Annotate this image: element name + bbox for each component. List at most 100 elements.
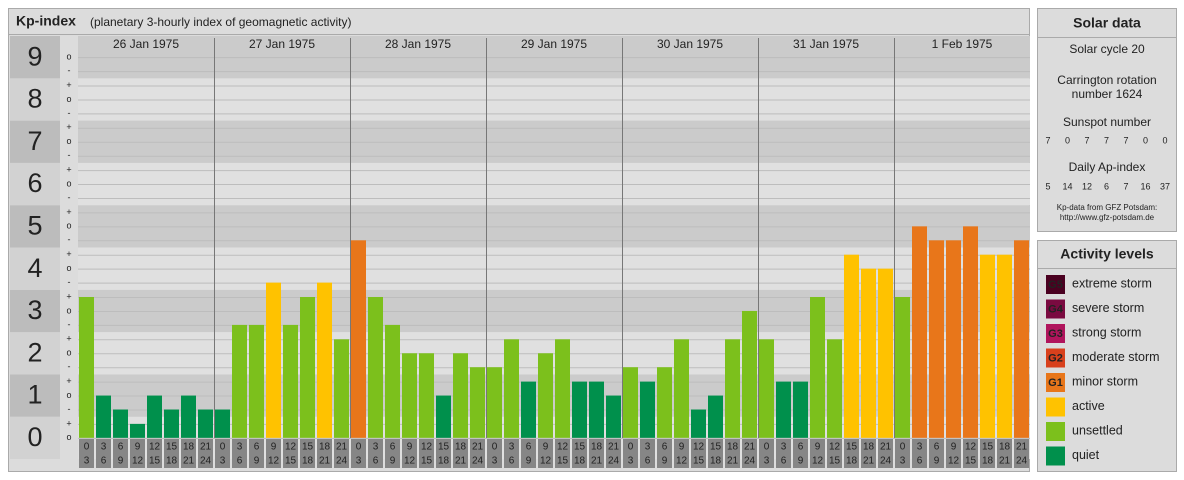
hour-end: 6 [917,456,923,467]
bar [334,339,349,438]
bar [504,339,519,438]
y-subtick-label: - [68,235,71,245]
hour-box [368,439,383,468]
hour-box [640,439,655,468]
hour-end: 6 [645,456,651,467]
hour-end: 21 [999,456,1011,467]
hour-start: 3 [373,442,379,453]
bar [997,254,1012,438]
hour-box [283,439,298,468]
y-subtick-label: + [66,207,71,217]
bar [232,324,247,438]
bar [300,296,315,438]
date-label: 30 Jan 1975 [657,37,723,51]
hour-end: 3 [900,456,906,467]
hour-end: 9 [934,456,940,467]
bar [640,381,655,438]
bar [198,409,213,438]
y-subtick-label: + [66,249,71,259]
hour-end: 18 [166,456,178,467]
kp-label: 0 [27,422,42,452]
level-label: strong storm [1072,325,1141,339]
carrington: number 1624 [1072,87,1143,101]
hour-end: 21 [863,456,875,467]
hour-box [164,439,179,468]
hour-start: 3 [645,442,651,453]
y-subtick-label: o [66,348,71,358]
hour-start: 0 [356,442,362,453]
hour-end: 12 [404,456,416,467]
hour-end: 24 [472,456,484,467]
hour-start: 3 [101,442,107,453]
sunspot-value: 7 [1045,135,1050,145]
bar [521,381,536,438]
y-subtick-label: o [66,136,71,146]
solar-cycle: Solar cycle 20 [1069,42,1145,56]
hour-start: 6 [390,442,396,453]
hour-box [504,439,519,468]
kp-label: 6 [27,168,42,198]
level-code: G2 [1048,352,1063,364]
level-label: active [1072,399,1105,413]
level-label: moderate storm [1072,350,1160,364]
hour-start: 18 [999,442,1011,453]
hour-box [232,439,247,468]
ap-value: 12 [1082,181,1092,191]
sunspot-title: Sunspot number [1063,115,1151,129]
bar [572,381,587,438]
kp-label: 2 [27,337,42,367]
hour-start: 15 [438,442,450,453]
bar [215,409,230,438]
hour-start: 12 [421,442,433,453]
hour-box [878,439,893,468]
hour-box [946,439,961,468]
hour-box [776,439,791,468]
hour-box [895,439,910,468]
sunspot-value: 7 [1084,135,1089,145]
bar [164,409,179,438]
hour-end: 18 [982,456,994,467]
hour-start: 12 [965,442,977,453]
hour-box [708,439,723,468]
bar [895,296,910,438]
bar [453,353,468,438]
hour-start: 3 [781,442,787,453]
source: Kp-data from GFZ Potsdam: [1057,203,1157,212]
hour-box [997,439,1012,468]
level-label: unsettled [1072,423,1123,437]
sunspot-value: 0 [1143,135,1148,145]
hour-start: 18 [183,442,195,453]
bar [317,282,332,438]
hour-end: 6 [509,456,515,467]
hour-box [742,439,757,468]
hour-start: 15 [574,442,586,453]
hour-start: 21 [200,442,212,453]
hour-start: 6 [526,442,532,453]
hour-box [130,439,145,468]
bar [181,395,196,438]
hour-start: 21 [1016,442,1028,453]
ap-value: 14 [1062,181,1072,191]
bar [929,240,944,438]
bar [130,423,145,438]
hour-box [827,439,842,468]
y-subtick-label: o [66,305,71,315]
y-subtick-label: - [68,150,71,160]
hour-end: 9 [254,456,260,467]
hour-box [725,439,740,468]
bar [623,367,638,438]
level-swatch [1046,446,1065,466]
y-subtick-label: - [68,319,71,329]
level-swatch [1046,397,1065,417]
hour-box [538,439,553,468]
bar [878,268,893,438]
y-subtick-label: + [66,334,71,344]
bar [368,296,383,438]
level-label: severe storm [1072,301,1144,315]
y-subtick-label: o [66,52,71,62]
y-subtick-label: + [66,291,71,301]
bar [725,339,740,438]
bar [436,395,451,438]
ap-title: Daily Ap-index [1069,160,1146,174]
hour-box [691,439,706,468]
